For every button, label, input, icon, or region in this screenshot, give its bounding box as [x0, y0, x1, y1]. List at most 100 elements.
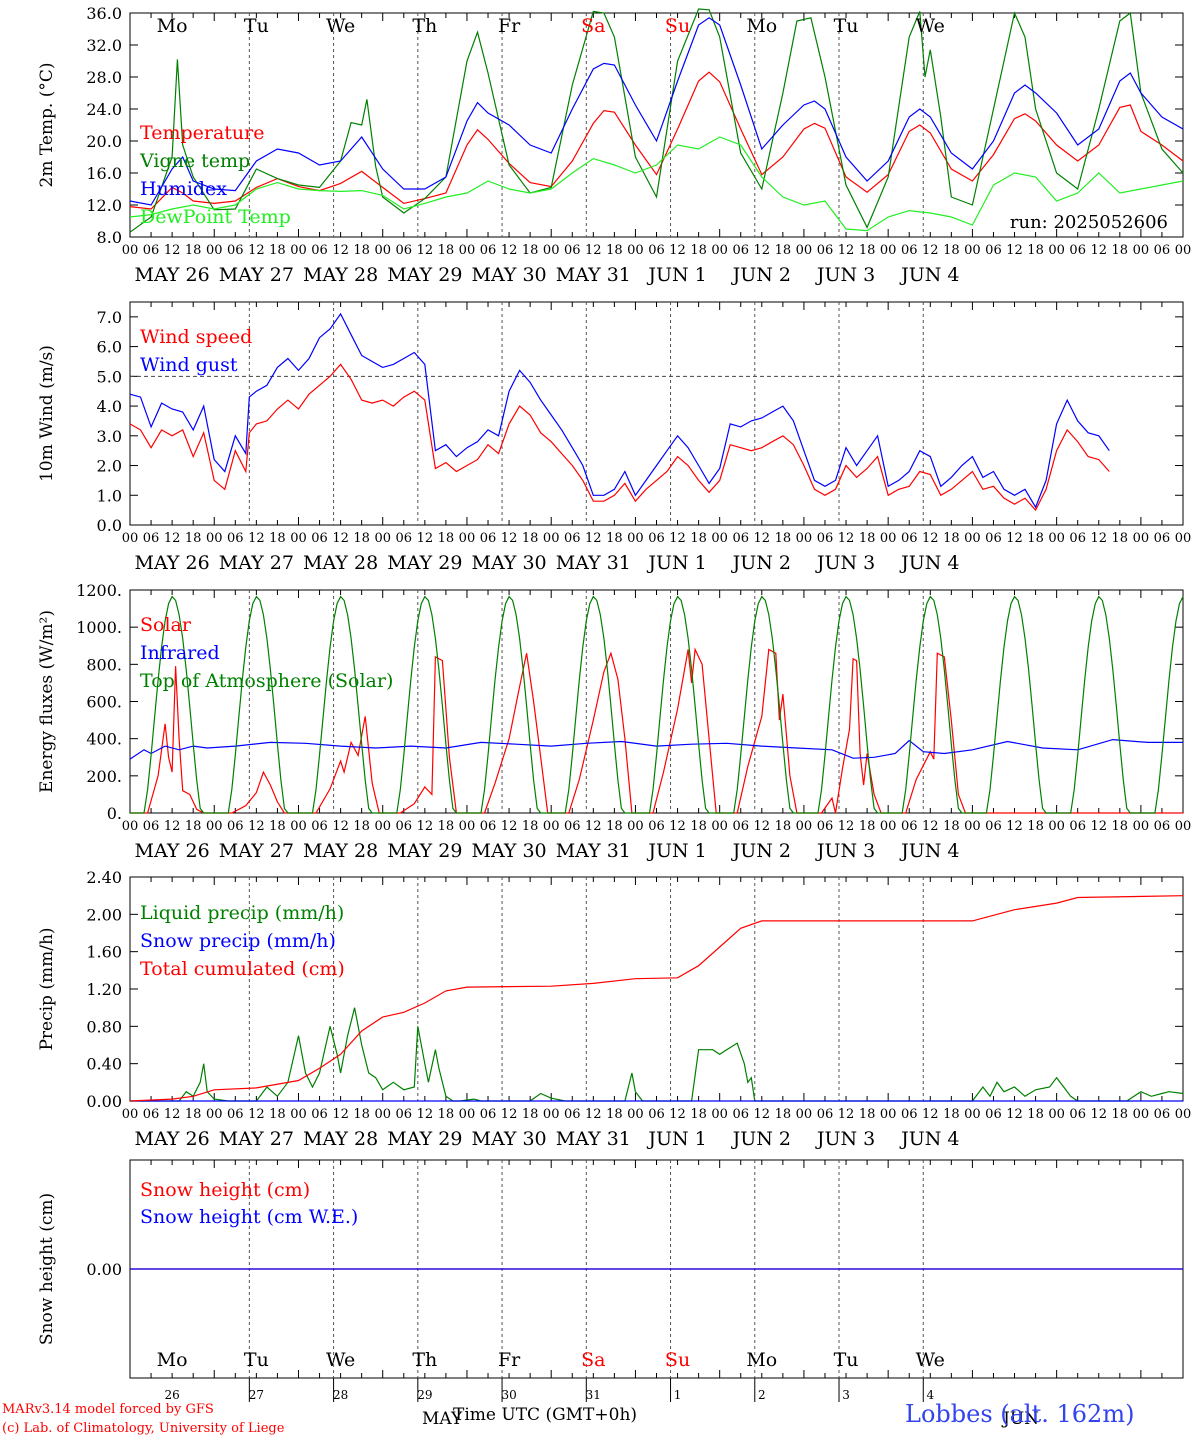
weekday-label: Th [412, 1349, 437, 1371]
hour-tick-label: 18 [522, 819, 539, 834]
hour-tick-label: 00 [290, 243, 307, 258]
hour-tick-label: 12 [922, 1107, 939, 1122]
hour-tick-label: 12 [332, 819, 349, 834]
hour-tick-label: 00 [711, 243, 728, 258]
hour-tick-label: 06 [817, 819, 834, 834]
hour-tick-label: 06 [143, 531, 160, 546]
hour-tick-label: 00 [459, 1107, 476, 1122]
y-tick-label: 600. [86, 693, 122, 712]
hour-tick-label: 18 [438, 1107, 455, 1122]
hour-tick-label: 00 [796, 1107, 813, 1122]
weekday-label: Mo [157, 1349, 188, 1371]
hour-tick-label: 18 [1027, 243, 1044, 258]
hour-tick-label: 18 [943, 531, 960, 546]
hour-tick-label: 06 [732, 819, 749, 834]
date-label: MAY 28 [303, 840, 378, 862]
hour-tick-label: 00 [206, 819, 223, 834]
hour-tick-label: 00 [374, 531, 391, 546]
hour-tick-label: 00 [711, 1107, 728, 1122]
hour-tick-label: 18 [690, 531, 707, 546]
hour-tick-label: 00 [1175, 1107, 1192, 1122]
hour-tick-label: 06 [480, 243, 497, 258]
hour-tick-label: 06 [564, 819, 581, 834]
hour-tick-label: 06 [311, 819, 328, 834]
y-tick-label: 3.0 [97, 427, 122, 446]
date-label: MAY 27 [219, 840, 294, 862]
hour-tick-label: 06 [901, 243, 918, 258]
hour-tick-label: 06 [1069, 1107, 1086, 1122]
day-number: 27 [249, 1388, 264, 1402]
hour-tick-label: 06 [311, 531, 328, 546]
date-label: JUN 3 [815, 840, 875, 862]
y-tick-label: 0.40 [86, 1055, 122, 1074]
month-label: JUN [1001, 1409, 1039, 1429]
y-tick-label: 7.0 [97, 308, 122, 327]
hour-tick-label: 00 [880, 531, 897, 546]
hour-tick-label: 12 [922, 243, 939, 258]
hour-tick-label: 18 [1112, 819, 1129, 834]
hour-tick-label: 06 [143, 819, 160, 834]
y-tick-label: 16.0 [86, 164, 122, 183]
hour-tick-label: 00 [1133, 819, 1150, 834]
hour-tick-label: 00 [1048, 531, 1065, 546]
series-dewpoint-temp [129, 136, 1184, 232]
y-axis-label: 10m Wind (m/s) [37, 345, 57, 482]
weekday-labels: Mo Tu We Th Fr Sa Su Mo Tu We [157, 15, 945, 37]
series-humidex [129, 17, 1184, 206]
hour-tick-label: 06 [1069, 819, 1086, 834]
hour-tick-label: 18 [438, 819, 455, 834]
hour-tick-label: 00 [543, 1107, 560, 1122]
y-tick-label: 5.0 [97, 367, 122, 386]
hour-tick-label: 06 [143, 243, 160, 258]
hour-tick-label: 00 [964, 243, 981, 258]
hour-tick-label: 12 [501, 1107, 518, 1122]
date-label: MAY 31 [556, 552, 631, 574]
y-tick-label: 400. [86, 730, 122, 749]
hour-tick-label: 18 [185, 531, 202, 546]
weekday-label: Sa [581, 1349, 605, 1371]
date-label: MAY 30 [471, 552, 546, 574]
hour-tick-label: 00 [290, 819, 307, 834]
hour-tick-label: 18 [1027, 819, 1044, 834]
hour-tick-label: 18 [943, 819, 960, 834]
date-label: JUN 3 [815, 1128, 875, 1150]
panel-temperature: 8.0 12.0 16.0 20.0 24.0 28.0 32.0 36.0 2m Temp. … [37, 4, 1191, 286]
weekday-label: We [916, 15, 945, 37]
hour-tick-label: 12 [585, 1107, 602, 1122]
hour-tick-label: 06 [396, 819, 413, 834]
hour-tick-label: 06 [901, 531, 918, 546]
y-axis-label: Snow height (cm) [37, 1193, 57, 1345]
hour-tick-label: 12 [332, 243, 349, 258]
hour-tick-label: 00 [880, 243, 897, 258]
date-label: MAY 29 [387, 552, 462, 574]
hour-tick-label: 12 [754, 531, 771, 546]
hour-tick-label: 18 [775, 1107, 792, 1122]
plot-frame [129, 589, 1184, 814]
hour-tick-label: 12 [669, 531, 686, 546]
hour-tick-label: 18 [185, 819, 202, 834]
hour-tick-label: 12 [1090, 531, 1107, 546]
hour-tick-label: 06 [311, 1107, 328, 1122]
hour-tick-label: 06 [817, 1107, 834, 1122]
hour-tick-label: 00 [1175, 531, 1192, 546]
day-number: 4 [926, 1388, 934, 1402]
legend-item: Snow height (cm) [140, 1179, 310, 1201]
date-label: MAY 30 [471, 840, 546, 862]
hour-tick-label: 00 [459, 243, 476, 258]
hour-tick-label: 00 [374, 819, 391, 834]
date-label: MAY 26 [135, 1128, 210, 1150]
hour-tick-label: 00 [122, 1107, 139, 1122]
hour-tick-label: 18 [606, 531, 623, 546]
hour-tick-label: 18 [859, 1107, 876, 1122]
legend-item: Solar [140, 614, 192, 636]
date-label: JUN 1 [646, 840, 706, 862]
hour-tick-label: 18 [438, 531, 455, 546]
date-label: JUN 4 [899, 840, 959, 862]
series-wind-speed [129, 363, 1110, 512]
hour-tick-label: 12 [248, 243, 265, 258]
hour-tick-label: 18 [522, 531, 539, 546]
date-label: MAY 31 [556, 264, 631, 286]
hour-tick-label: 00 [1133, 531, 1150, 546]
weekday-label: Fr [498, 1349, 521, 1371]
